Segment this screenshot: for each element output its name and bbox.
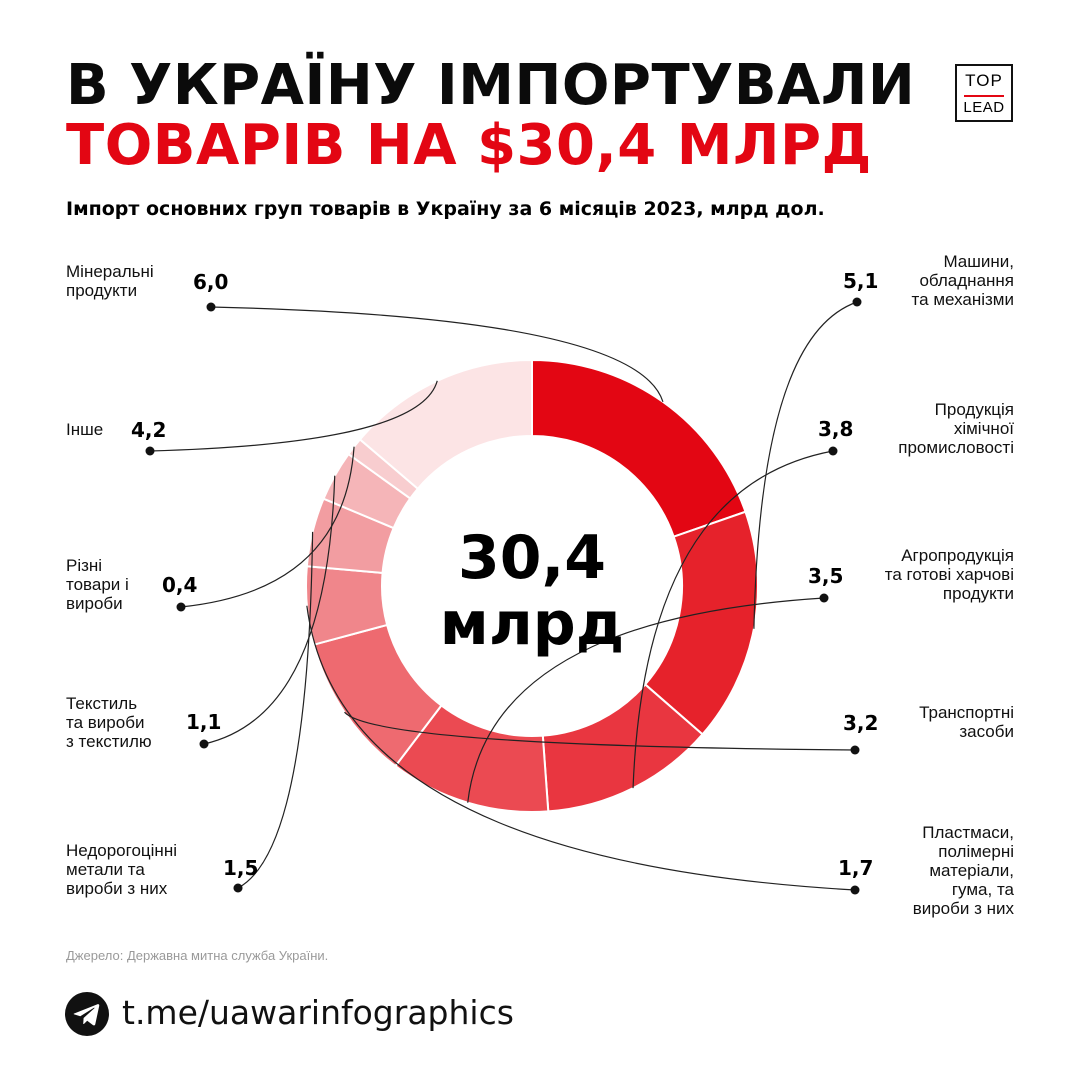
leader-dot-інше xyxy=(145,446,155,456)
logo-divider xyxy=(964,95,1004,97)
logo-top-text: TOP xyxy=(965,71,1003,90)
slice-мінеральні-продукти xyxy=(531,358,747,538)
category-label-агропродукція-та-готові-харчові-продукти: Агропродукція та готові харчові продукти xyxy=(884,546,1014,603)
leader-line-пластмаси-полімерні-матеріали-гума-та-вироби-з-них xyxy=(306,605,856,891)
category-label-продукція-хімічної-промисловості: Продукція хімічної промисловості xyxy=(898,400,1014,457)
telegram-channel-link[interactable]: t.me/uawarinfographics xyxy=(122,993,514,1032)
source-note: Джерело: Державна митна служба України. xyxy=(66,948,329,963)
leader-line-агропродукція-та-готові-харчові-продукти xyxy=(467,597,825,803)
top-lead-logo: TOP LEAD xyxy=(955,64,1013,122)
title-line-1: В УКРАЇНУ ІМПОРТУВАЛИ xyxy=(66,53,916,118)
leader-line-різні-товари-і-вироби xyxy=(180,446,355,608)
leader-dot-пластмаси-полімерні-матеріали-гума-та-вироби-з-них xyxy=(850,885,860,895)
title-line-2: ТОВАРІВ НА $30,4 МЛРД xyxy=(66,113,872,178)
category-label-текстиль-та-вироби-з-текстилю: Текстиль та вироби з текстилю xyxy=(66,694,152,751)
leader-dot-мінеральні-продукти xyxy=(206,302,216,312)
center-value: 30,4 xyxy=(457,523,607,593)
leader-dot-агропродукція-та-готові-харчові-продукти xyxy=(819,593,829,603)
leader-line-машини-обладнання-та-механізми xyxy=(753,301,858,629)
leader-line-транспортні-засоби xyxy=(344,711,856,751)
leader-line-текстиль-та-вироби-з-текстилю xyxy=(203,475,336,745)
value-label-недорогоцінні-метали-та-вироби-з-них: 1,5 xyxy=(223,856,259,880)
category-label-мінеральні-продукти: Мінеральні продукти xyxy=(66,262,154,300)
leader-line-мінеральні-продукти xyxy=(210,306,664,402)
value-label-транспортні-засоби: 3,2 xyxy=(843,711,879,735)
leader-dot-різні-товари-і-вироби xyxy=(176,602,186,612)
value-label-текстиль-та-вироби-з-текстилю: 1,1 xyxy=(186,710,222,734)
category-label-пластмаси-полімерні-матеріали-гума-та-вироби-з-них: Пластмаси, полімерні матеріали, гума, та… xyxy=(912,823,1014,918)
leader-dot-продукція-хімічної-промисловості xyxy=(828,446,838,456)
value-label-мінеральні-продукти: 6,0 xyxy=(193,270,229,294)
leader-dot-недорогоцінні-метали-та-вироби-з-них xyxy=(233,883,243,893)
value-label-різні-товари-і-вироби: 0,4 xyxy=(162,573,198,597)
category-label-недорогоцінні-метали-та-вироби-з-них: Недорогоцінні метали та вироби з них xyxy=(66,841,177,898)
leader-line-недорогоцінні-метали-та-вироби-з-них xyxy=(237,531,314,889)
leader-dot-транспортні-засоби xyxy=(850,745,860,755)
category-label-машини-обладнання-та-механізми: Машини, обладнання та механізми xyxy=(911,252,1014,309)
leader-dot-текстиль-та-вироби-з-текстилю xyxy=(199,739,209,749)
category-label-інше: Інше xyxy=(66,420,104,439)
leader-dot-машини-обладнання-та-механізми xyxy=(852,297,862,307)
leader-line-продукція-хімічної-промисловості xyxy=(632,450,834,789)
logo-bottom-text: LEAD xyxy=(963,99,1005,116)
slice-інше xyxy=(358,358,533,491)
value-label-пластмаси-полімерні-матеріали-гума-та-вироби-з-них: 1,7 xyxy=(838,856,874,880)
value-label-інше: 4,2 xyxy=(131,418,167,442)
donut-center-total: 30,4 млрд xyxy=(382,525,682,657)
chart-subtitle: Імпорт основних груп товарів в Україну з… xyxy=(66,198,825,220)
telegram-icon xyxy=(65,992,109,1036)
value-label-агропродукція-та-готові-харчові-продукти: 3,5 xyxy=(808,564,844,588)
category-label-транспортні-засоби: Транспортні засоби xyxy=(919,703,1014,741)
center-unit: млрд xyxy=(439,589,625,659)
leader-line-інше xyxy=(149,380,438,452)
category-label-різні-товари-і-вироби: Різні товари і вироби xyxy=(66,556,129,613)
value-label-продукція-хімічної-промисловості: 3,8 xyxy=(818,417,854,441)
value-label-машини-обладнання-та-механізми: 5,1 xyxy=(843,269,879,293)
